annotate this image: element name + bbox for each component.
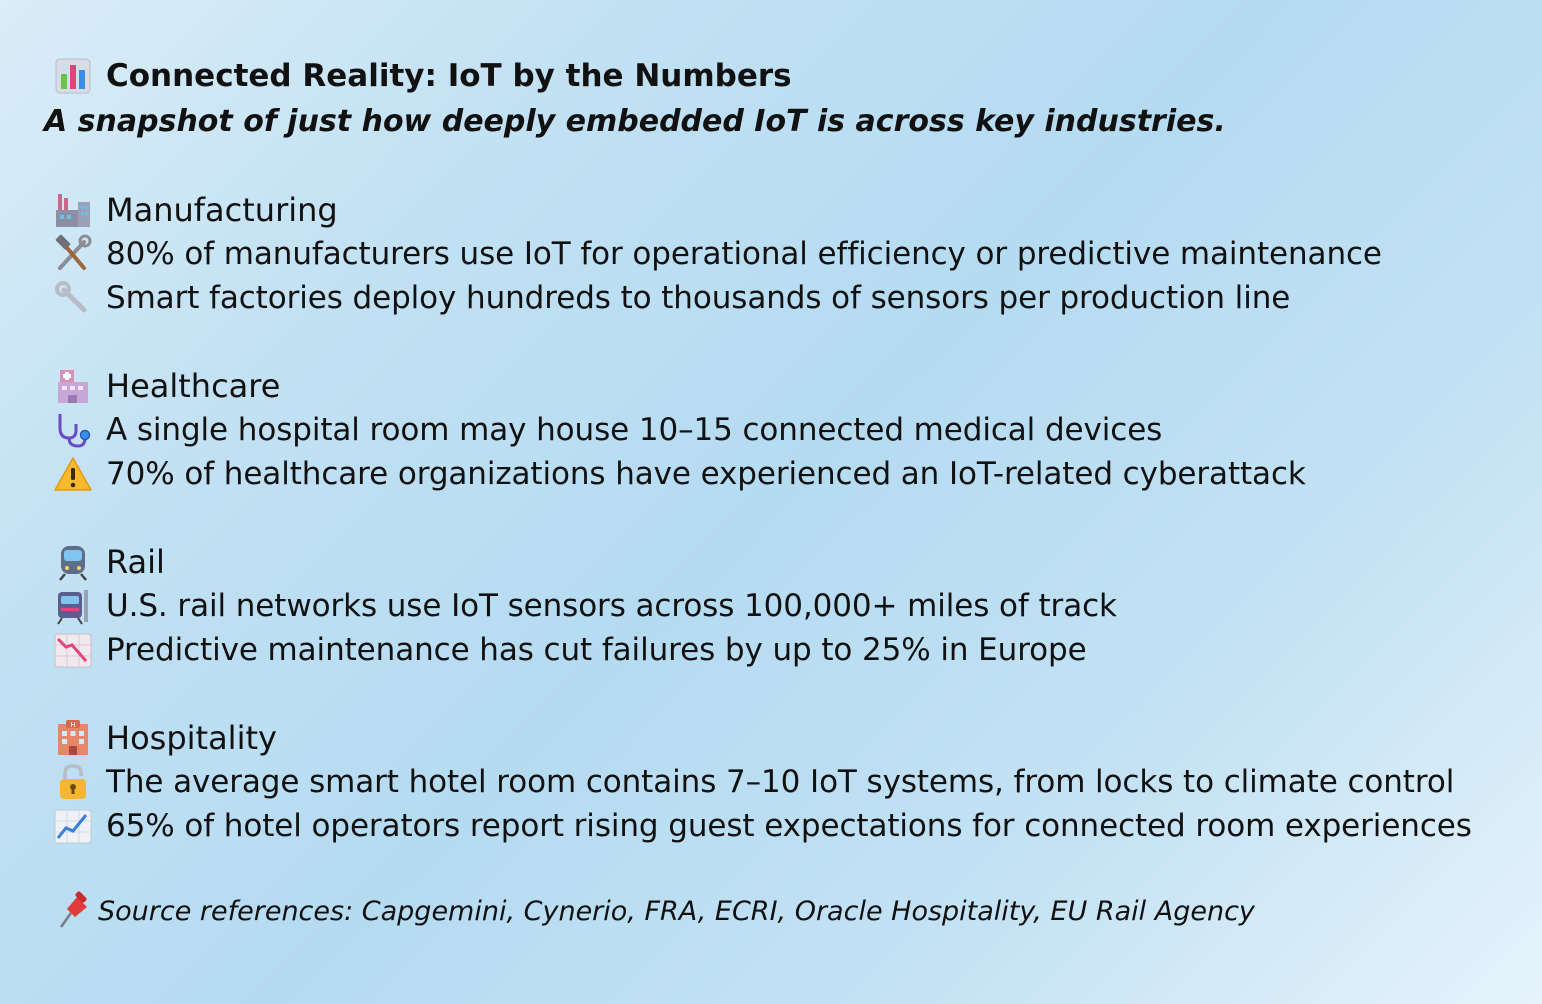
factory-icon [52,190,94,230]
lock-icon [52,762,94,802]
list-item: Predictive maintenance has cut failures … [44,628,1514,672]
list-item: 70% of healthcare organizations have exp… [44,452,1514,496]
list-item-text: A single hospital room may house 10–15 c… [106,412,1163,448]
wrench-icon [52,278,94,318]
chart-increasing-icon [52,806,94,846]
page-subtitle: A snapshot of just how deeply embedded I… [44,103,1226,139]
list-item: A single hospital room may house 10–15 c… [44,408,1514,452]
warning-icon [52,454,94,494]
list-item: 80% of manufacturers use IoT for operati… [44,232,1514,276]
section-heading: Rail [106,543,165,581]
light-rail-icon [52,586,94,626]
section-manufacturing: Manufacturing 80% of manufacturers use I… [44,188,1514,320]
section-heading: Manufacturing [106,191,338,229]
list-item-text: U.S. rail networks use IoT sensors acros… [106,588,1117,624]
hammer-and-wrench-icon [52,234,94,274]
section-heading-row: Manufacturing [44,188,1514,232]
list-item-text: Predictive maintenance has cut failures … [106,632,1087,668]
page-title: Connected Reality: IoT by the Numbers [106,58,792,94]
section-heading: Healthcare [106,367,281,405]
pushpin-icon [52,891,88,931]
bar-chart-icon [52,56,94,96]
infographic: Connected Reality: IoT by the Numbers A … [44,54,1514,933]
list-item-text: 80% of manufacturers use IoT for operati… [106,236,1382,272]
stethoscope-icon [52,410,94,450]
list-item: 65% of hotel operators report rising gue… [44,804,1514,848]
section-heading-row: Rail [44,540,1514,584]
list-item-text: 65% of hotel operators report rising gue… [106,808,1472,844]
train-icon [52,542,94,582]
list-item-text: The average smart hotel room contains 7–… [106,764,1455,800]
chart-decreasing-icon [52,630,94,670]
section-heading-row: Healthcare [44,364,1514,408]
section-hospitality: H Hospitality The av [44,716,1514,848]
section-healthcare: Healthcare A single hospital room may ho… [44,364,1514,496]
source-footer: Source references: Capgemini, Cynerio, F… [44,889,1514,933]
list-item: The average smart hotel room contains 7–… [44,760,1514,804]
title-row: Connected Reality: IoT by the Numbers [44,54,1514,98]
section-heading-row: H Hospitality [44,716,1514,760]
section-heading: Hospitality [106,719,277,757]
section-rail: Rail U.S. rail networks use IoT sensors … [44,540,1514,672]
source-references: Source references: Capgemini, Cynerio, F… [98,895,1255,927]
list-item-text: 70% of healthcare organizations have exp… [106,456,1306,492]
svg-text:H: H [70,722,75,729]
list-item: Smart factories deploy hundreds to thous… [44,276,1514,320]
hospital-icon [52,366,94,406]
list-item-text: Smart factories deploy hundreds to thous… [106,280,1291,316]
list-item: U.S. rail networks use IoT sensors acros… [44,584,1514,628]
hotel-icon: H [52,718,94,758]
